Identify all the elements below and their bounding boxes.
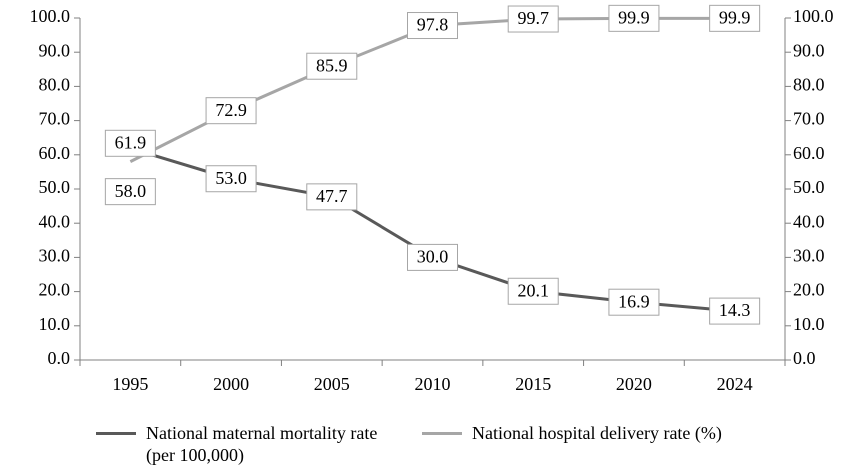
y2-tick-label: 70.0 (793, 109, 825, 129)
data-label: 61.9 (115, 132, 147, 152)
y-tick-label: 70.0 (39, 109, 71, 129)
y-tick-label: 80.0 (39, 75, 71, 95)
legend-label: National hospital delivery rate (%) (472, 423, 722, 443)
y2-tick-label: 60.0 (793, 143, 825, 163)
data-label-box (306, 183, 358, 211)
data-label-box (407, 12, 458, 40)
y2-tick-label: 30.0 (793, 246, 825, 266)
legend: National maternal mortality rate (per 10… (96, 422, 722, 466)
data-label: 99.9 (618, 7, 650, 27)
x-tick-label: 2010 (415, 374, 451, 394)
data-label-box (407, 243, 458, 271)
data-label: 85.9 (316, 55, 348, 75)
y-tick-label: 0.0 (48, 348, 71, 368)
legend-swatch (422, 432, 462, 435)
data-label: 14.3 (719, 300, 751, 320)
data-label: 58.0 (115, 181, 147, 201)
data-label: 30.0 (417, 247, 449, 267)
y2-tick-label: 80.0 (793, 75, 825, 95)
y-tick-label: 60.0 (39, 143, 71, 163)
x-tick-label: 2015 (515, 374, 551, 394)
y2-tick-label: 100.0 (793, 6, 834, 26)
x-tick-label: 2024 (717, 374, 753, 394)
legend-swatch (96, 432, 136, 435)
data-label-box (104, 178, 156, 206)
y-tick-label: 40.0 (39, 211, 71, 231)
data-label: 47.7 (316, 186, 348, 206)
series-line (129, 16, 735, 163)
data-label-box (205, 97, 257, 125)
data-label-box (709, 4, 761, 32)
x-tick-label: 2005 (314, 374, 350, 394)
y-tick-label: 100.0 (30, 6, 71, 26)
y-tick-label: 10.0 (39, 314, 71, 334)
data-label-box (709, 297, 761, 325)
chart: 0.0 10.0 20.0 30.0 40.0 50.0 60.0 70.0 80.0 90.0 1… (30, 4, 834, 394)
data-label: 99.9 (719, 7, 751, 27)
data-label-box (507, 5, 559, 33)
data-label: 72.9 (215, 100, 247, 120)
y2-tick-label: 10.0 (793, 314, 825, 334)
legend-item: National hospital delivery rate (%) (422, 422, 722, 466)
data-label-box (306, 52, 358, 80)
data-label-box (205, 165, 257, 193)
data-label-box (104, 129, 156, 157)
data-label-box (608, 288, 660, 316)
legend-label: National maternal mortality rate (per 10… (146, 423, 378, 465)
x-tick-label: 1995 (112, 374, 148, 394)
data-label: 20.1 (517, 280, 549, 300)
data-label: 16.9 (618, 291, 650, 311)
data-label: 97.8 (417, 15, 449, 35)
y2-tick-label: 40.0 (793, 211, 825, 231)
x-tick-label: 2000 (213, 374, 249, 394)
y-tick-label: 30.0 (39, 246, 71, 266)
y2-tick-label: 50.0 (793, 177, 825, 197)
y2-tick-label: 0.0 (793, 348, 816, 368)
data-label-box (507, 277, 559, 305)
legend-item: National maternal mortality rate (per 10… (96, 422, 396, 466)
data-label-box (608, 4, 660, 32)
y2-tick-label: 90.0 (793, 40, 825, 60)
data-label: 99.7 (517, 8, 549, 28)
y-tick-label: 50.0 (39, 177, 71, 197)
y2-tick-label: 20.0 (793, 280, 825, 300)
y-tick-label: 90.0 (39, 40, 71, 60)
x-tick-label: 2020 (616, 374, 652, 394)
data-label: 53.0 (215, 168, 247, 188)
y-tick-label: 20.0 (39, 280, 71, 300)
